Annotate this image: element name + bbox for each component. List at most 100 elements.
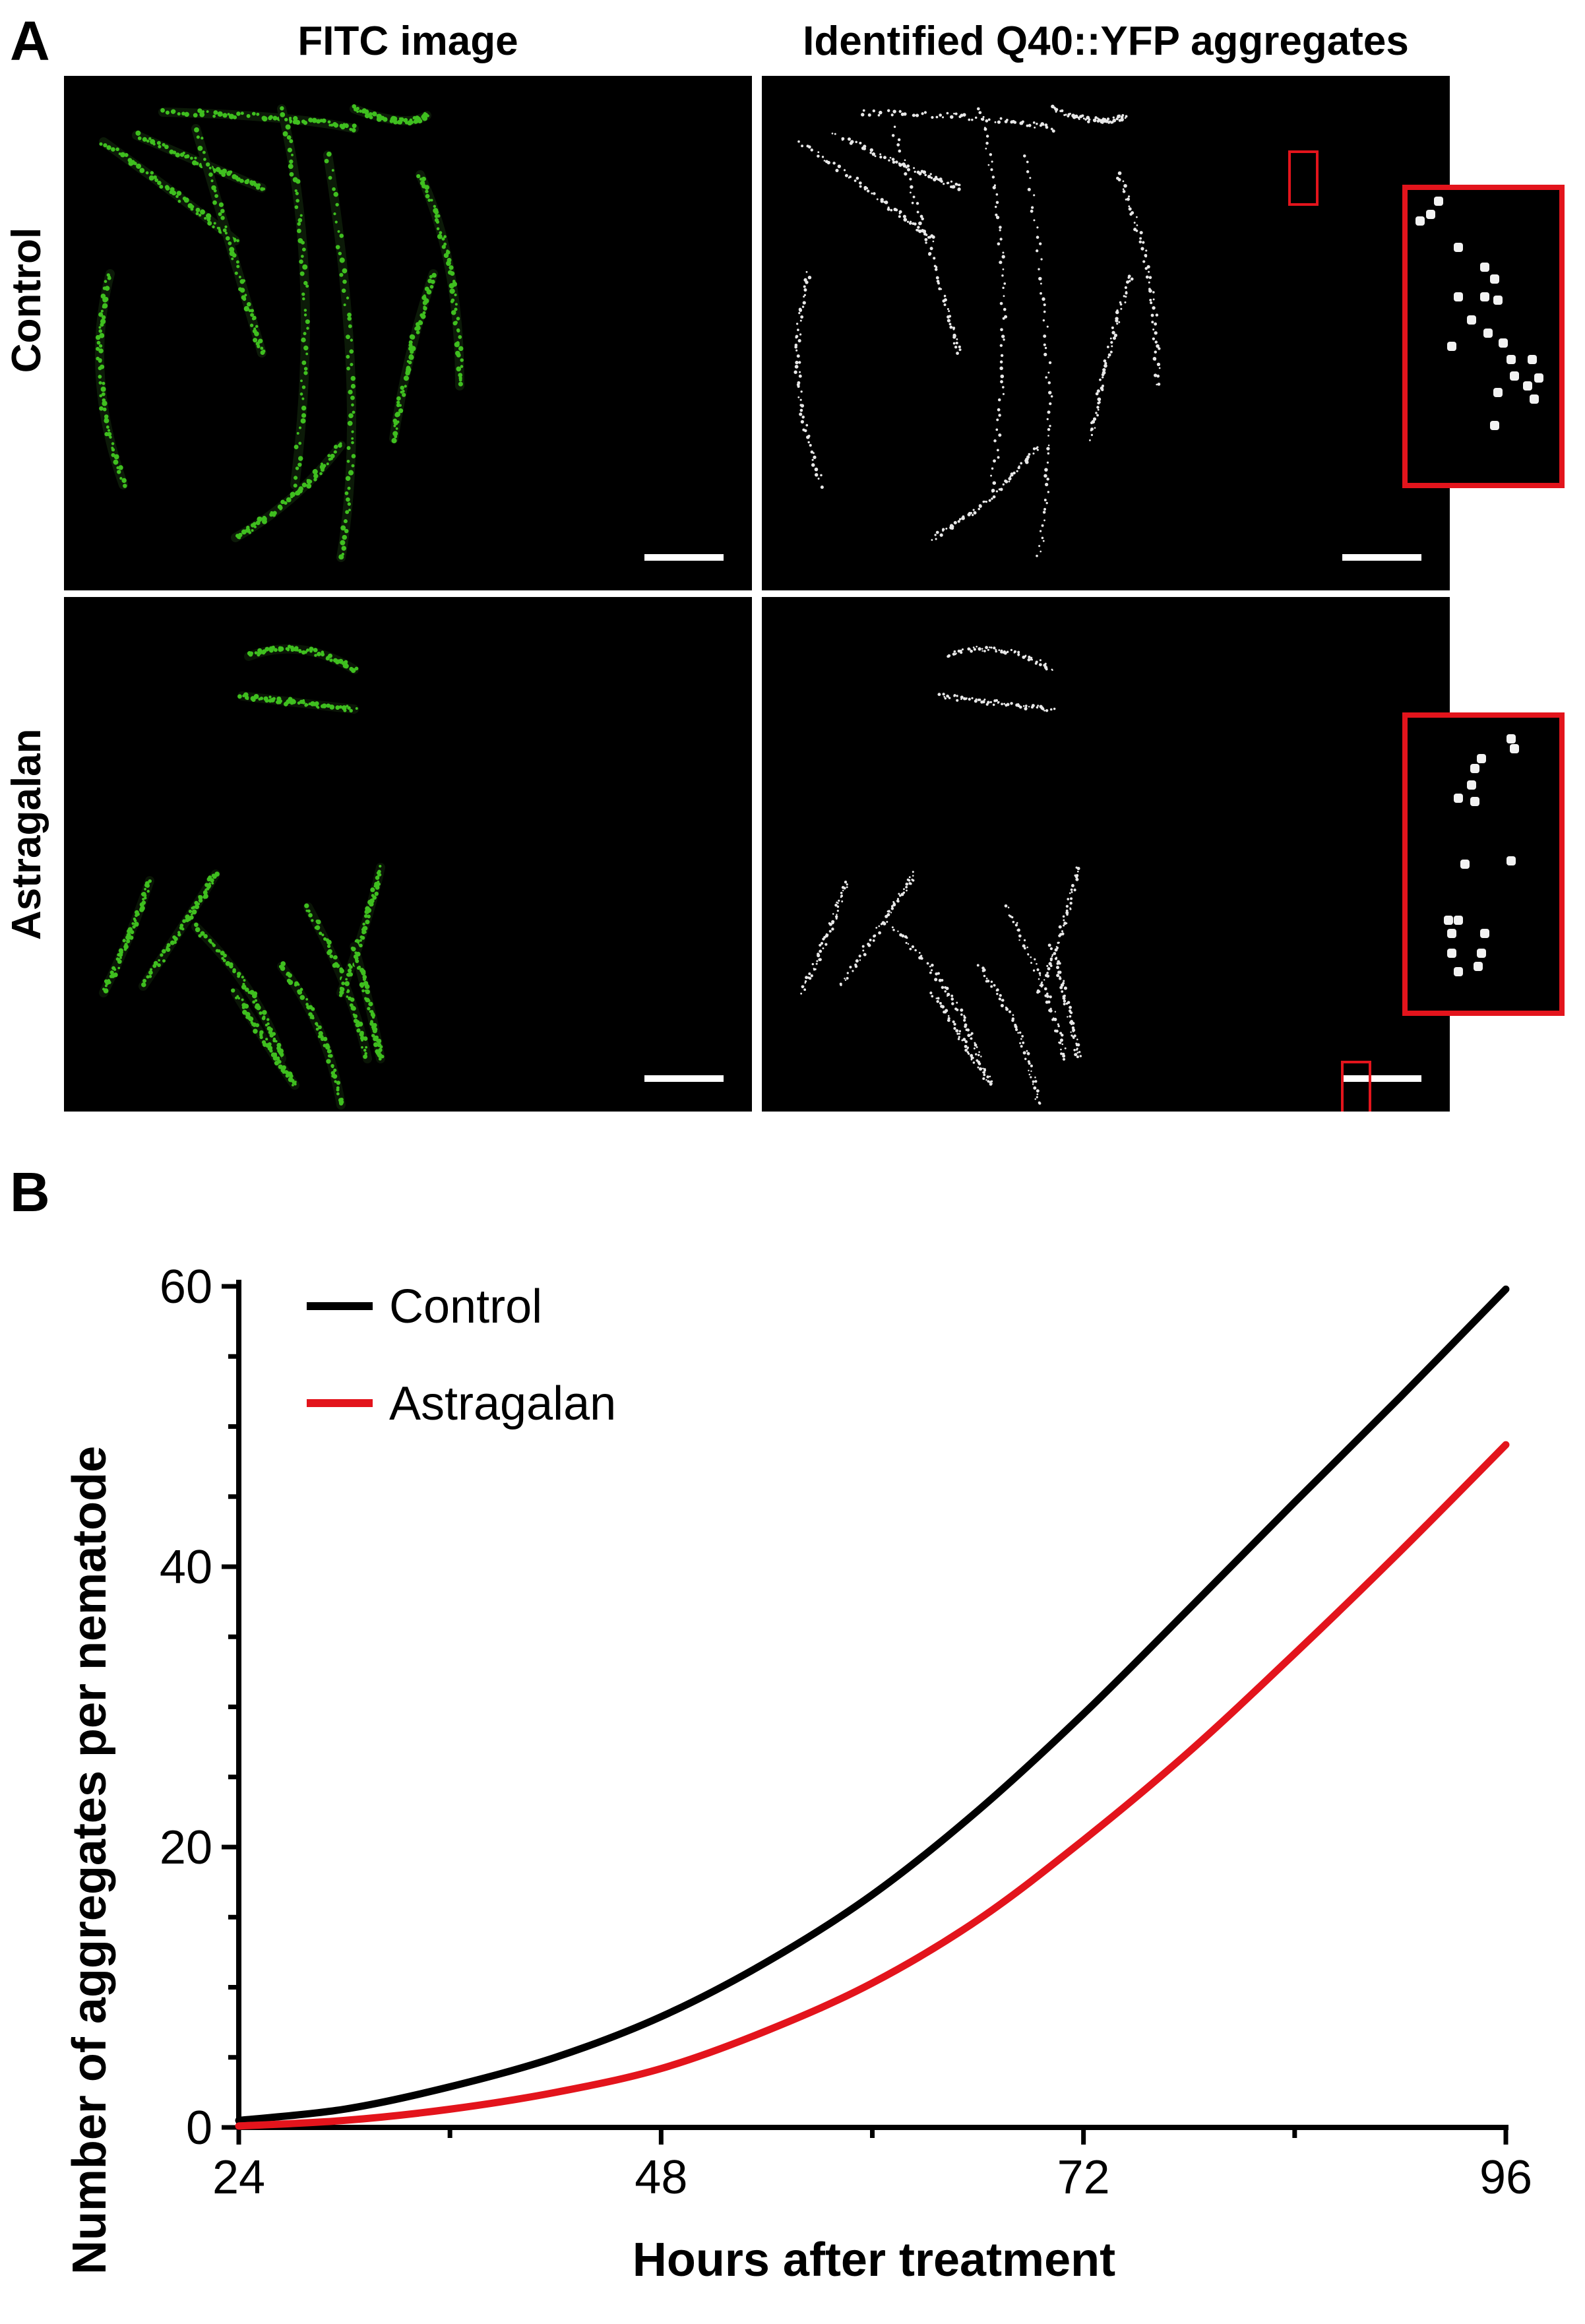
astragalan-agg-dot bbox=[890, 907, 894, 910]
control-agg-dot bbox=[795, 360, 799, 365]
astragalan-agg-dot bbox=[1028, 1073, 1031, 1076]
astragalan-fitc-dot bbox=[271, 645, 275, 649]
control-fitc-dot bbox=[394, 435, 398, 439]
astragalan-agg-dot bbox=[1043, 709, 1045, 712]
astragalan-agg-dot bbox=[1051, 955, 1053, 958]
control-agg-dot bbox=[970, 512, 973, 515]
astragalan-agg-dot bbox=[974, 699, 978, 703]
control-fitc-dot bbox=[425, 194, 430, 199]
control-agg-dot bbox=[1119, 114, 1121, 117]
astragalan-fitc-dot bbox=[369, 898, 375, 904]
control-agg-dot bbox=[922, 229, 927, 234]
astragalan-fitc-dot bbox=[198, 898, 203, 903]
control-agg-dot bbox=[1102, 367, 1106, 372]
astragalan-agg-dot bbox=[1010, 702, 1013, 705]
control-fitc-dot bbox=[343, 303, 346, 307]
control-agg-dot bbox=[1127, 276, 1131, 279]
control-agg-dot bbox=[834, 133, 836, 135]
control-fitc-dot bbox=[346, 366, 350, 371]
control-agg-dot bbox=[876, 198, 879, 201]
astragalan-fitc-dot bbox=[350, 668, 356, 674]
astragalan-fitc-dot bbox=[276, 1057, 280, 1061]
astragalan-fitc-dot bbox=[298, 648, 301, 652]
control-agg-dot bbox=[1123, 183, 1127, 188]
astragalan-fitc-dot bbox=[144, 896, 147, 900]
control-agg-dot bbox=[1125, 292, 1128, 295]
control-fitc-dot bbox=[421, 176, 426, 181]
control-fitc-dot bbox=[345, 510, 350, 515]
control-fitc-dot bbox=[306, 483, 312, 489]
control-agg-dot bbox=[1148, 289, 1152, 293]
control-fitc-dot bbox=[224, 232, 228, 235]
astragalan-agg-dot bbox=[974, 1043, 978, 1047]
astragalan-agg-dot bbox=[970, 649, 973, 653]
astragalan-agg-dot bbox=[912, 871, 914, 873]
control-agg-dot bbox=[898, 215, 901, 218]
astragalan-fitc-dot bbox=[191, 913, 193, 916]
control-inset-aggregate bbox=[1490, 421, 1499, 430]
control-agg-dot bbox=[883, 156, 886, 160]
control-fitc-dot bbox=[301, 247, 306, 252]
control-agg-dot bbox=[995, 215, 1000, 220]
control-fitc-dot bbox=[207, 221, 212, 226]
chart-legend: Control Astragalan bbox=[307, 1280, 616, 1430]
astragalan-agg-dot bbox=[961, 1039, 964, 1042]
control-fitc-dot bbox=[188, 204, 191, 207]
control-fitc-dot bbox=[172, 150, 177, 154]
control-agg-dot bbox=[802, 301, 806, 305]
astragalan-inset-aggregate bbox=[1477, 949, 1486, 958]
control-fitc-dot bbox=[301, 255, 304, 258]
control-agg-dot bbox=[1042, 319, 1045, 322]
astragalan-fitc-dot bbox=[273, 1052, 277, 1056]
control-inset-aggregate bbox=[1426, 210, 1435, 219]
control-fitc-dot bbox=[227, 113, 230, 116]
control-agg-dot bbox=[1038, 276, 1042, 281]
control-agg-dot bbox=[873, 192, 876, 195]
astragalan-fitc-dot bbox=[328, 653, 332, 658]
control-agg-dot bbox=[1034, 126, 1036, 129]
control-agg-dot bbox=[1022, 154, 1026, 158]
control-fitc-dot bbox=[284, 117, 288, 122]
control-agg-dot bbox=[990, 474, 993, 477]
astragalan-agg-dot bbox=[929, 991, 933, 995]
astragalan-agg-dot bbox=[975, 1053, 978, 1055]
control-agg-dot bbox=[1128, 207, 1132, 211]
astragalan-agg-dot bbox=[989, 646, 991, 648]
astragalan-agg-dot bbox=[970, 1034, 972, 1036]
astragalan-agg-dot bbox=[970, 1056, 974, 1059]
astragalan-fitc-dot bbox=[367, 1007, 371, 1011]
control-inset-aggregate bbox=[1454, 243, 1463, 252]
astragalan-fitc-dot bbox=[327, 1054, 331, 1058]
control-agg-dot bbox=[855, 176, 859, 180]
astragalan-fitc-dot bbox=[203, 934, 208, 939]
astragalan-fitc-dot bbox=[377, 869, 381, 874]
astragalan-fitc-dot bbox=[355, 707, 358, 710]
control-agg-dot bbox=[811, 458, 814, 461]
astragalan-fitc-dot bbox=[208, 882, 211, 885]
astragalan-fitc-dot bbox=[257, 648, 263, 653]
control-fitc-dot bbox=[419, 177, 423, 181]
control-agg-dot bbox=[805, 280, 809, 284]
control-agg-dot bbox=[999, 360, 1003, 363]
control-fitc-dot bbox=[456, 317, 460, 321]
control-fitc-dot bbox=[214, 194, 219, 199]
control-fitc-dot bbox=[395, 427, 398, 430]
control-agg-dot bbox=[995, 205, 997, 208]
control-fitc-dot bbox=[294, 189, 297, 193]
control-agg-dot bbox=[973, 511, 977, 515]
control-fitc-dot bbox=[261, 516, 267, 522]
x-axis-title: Hours after treatment bbox=[633, 2234, 1115, 2286]
control-fitc-dot bbox=[294, 476, 298, 480]
control-agg-dot bbox=[905, 166, 908, 169]
control-agg-dot bbox=[1000, 328, 1003, 332]
astragalan-agg-dot bbox=[1053, 1017, 1057, 1021]
astragalan-agg-dot bbox=[977, 1053, 980, 1057]
control-agg-dot bbox=[998, 433, 1002, 437]
control-agg-dot bbox=[997, 120, 1001, 124]
y-axis-title: Number of aggregates per nematode bbox=[63, 1446, 116, 2275]
astragalan-agg-dot bbox=[958, 1036, 960, 1038]
control-fitc-dot bbox=[196, 135, 200, 139]
astragalan-agg-dot bbox=[1058, 970, 1062, 974]
astragalan-agg-dot bbox=[1006, 650, 1009, 653]
astragalan-agg-dot bbox=[953, 650, 956, 653]
